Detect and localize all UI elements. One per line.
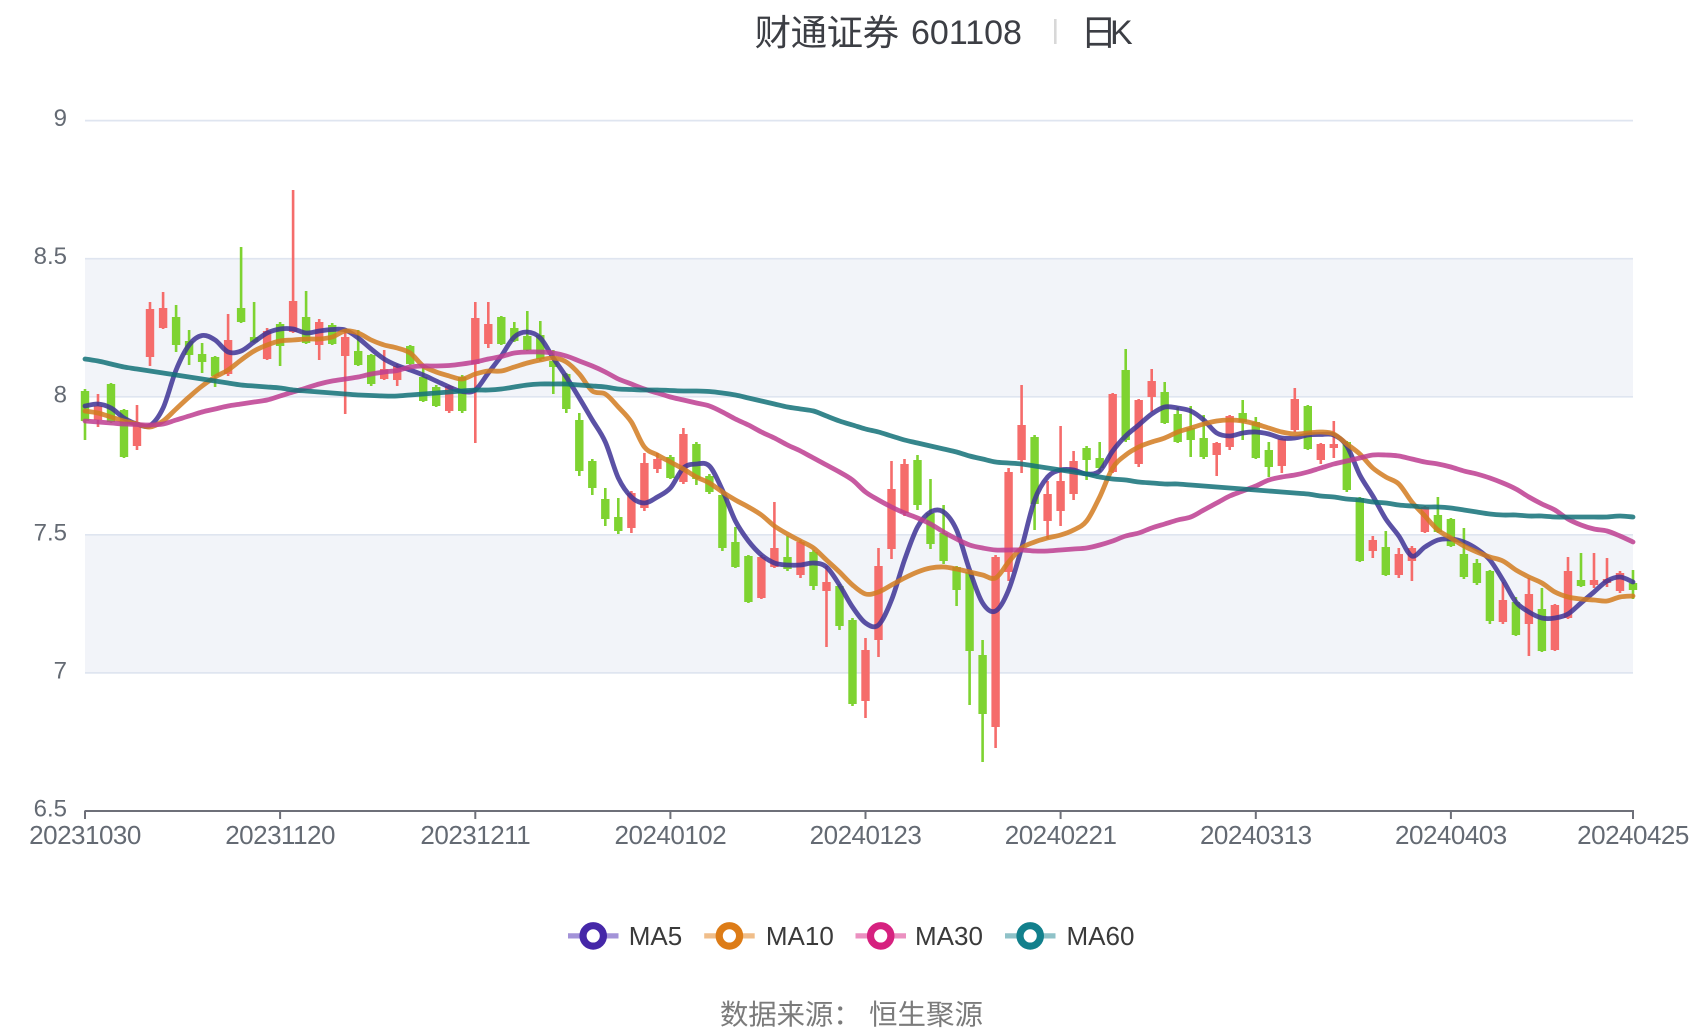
svg-text:20231211: 20231211 [420,820,530,850]
svg-text:7: 7 [54,657,67,684]
svg-text:601108: 601108 [911,14,1022,52]
svg-text:9: 9 [54,105,67,132]
svg-text:MA60: MA60 [1067,921,1135,951]
svg-text:6.5: 6.5 [34,796,67,823]
svg-text:20240221: 20240221 [1005,820,1117,850]
svg-text:8: 8 [54,381,67,408]
svg-text:20240123: 20240123 [810,820,922,850]
svg-text:7.5: 7.5 [34,519,67,546]
svg-text:20240425: 20240425 [1577,820,1689,850]
svg-text:20240313: 20240313 [1200,820,1312,850]
svg-text:K: K [1110,14,1133,52]
svg-text:MA5: MA5 [629,921,682,951]
svg-text:MA30: MA30 [915,921,983,951]
svg-text:20231120: 20231120 [225,820,335,850]
svg-text:8.5: 8.5 [34,243,67,270]
svg-text:20240102: 20240102 [615,820,727,850]
svg-text:20231030: 20231030 [29,820,141,850]
svg-text:MA10: MA10 [766,921,834,951]
svg-text:20240403: 20240403 [1395,820,1507,850]
